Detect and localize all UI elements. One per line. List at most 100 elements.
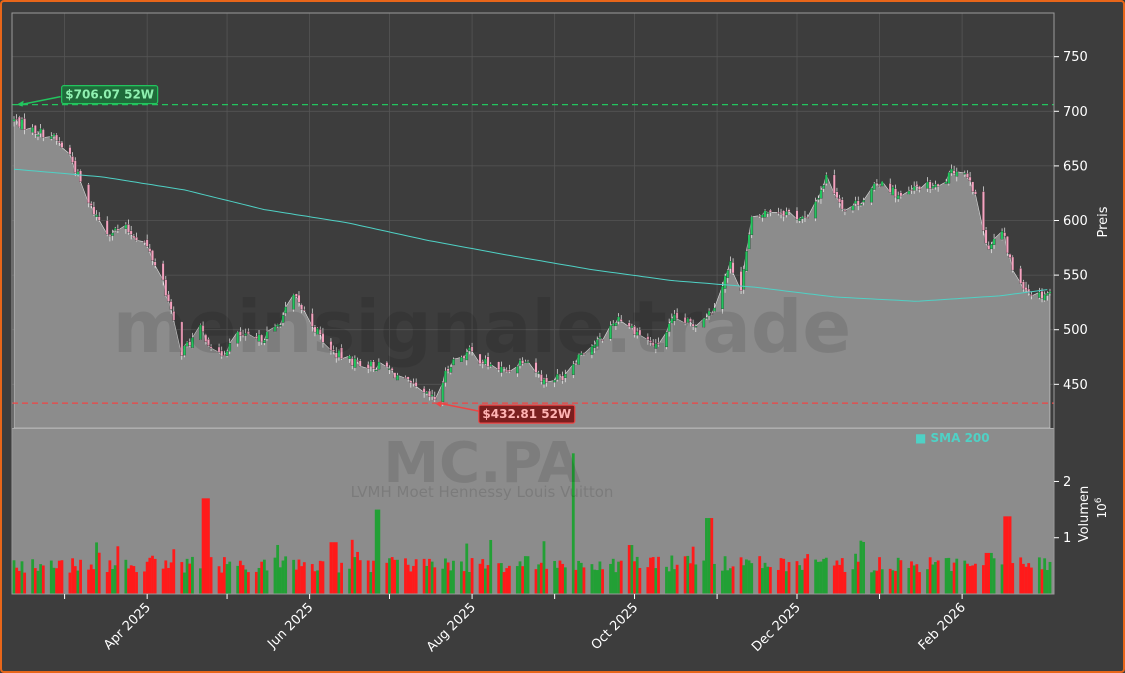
time-tick-label: Aug 2025 [424, 600, 479, 655]
candle-body [1043, 294, 1047, 301]
volume-bar [683, 556, 687, 594]
candle-body [444, 370, 447, 383]
candle-body [537, 372, 541, 374]
candle-body [372, 361, 375, 369]
volume-bar [340, 562, 343, 594]
candle-body [247, 331, 250, 335]
volume-bar [649, 557, 652, 594]
candle-body [49, 136, 53, 139]
volume-bar [87, 569, 90, 594]
candle-body [497, 361, 501, 371]
volume-bar [502, 572, 506, 594]
candle-body [20, 119, 24, 130]
volume-bar [673, 569, 676, 594]
candle-body [199, 324, 202, 340]
volume-bar [489, 539, 493, 594]
candle-body [633, 326, 636, 335]
volume-bar [982, 565, 985, 594]
volume-bar [832, 565, 836, 594]
price-tick-label: 500 [1063, 323, 1088, 338]
candle-body [878, 185, 881, 187]
candle-body [803, 216, 807, 218]
volume-bar [574, 569, 578, 594]
candle-body [79, 170, 82, 182]
candle-body [441, 382, 445, 403]
candle-body [313, 326, 317, 333]
candle-body [132, 235, 136, 239]
candle-body [255, 336, 258, 339]
candle-body [116, 228, 120, 231]
volume-bar [497, 563, 501, 594]
candle-body [390, 368, 394, 371]
volume-bar [444, 558, 447, 594]
low-52w-label: $432.81 52W [482, 407, 571, 421]
candle-body [204, 334, 208, 342]
volume-bar [297, 559, 301, 594]
volume-bar [422, 558, 426, 594]
volume-bar [787, 562, 791, 594]
volume-bar [111, 568, 114, 594]
volume-bar [449, 570, 453, 594]
candle-body [947, 172, 951, 184]
candle-body [742, 269, 746, 290]
volume-bar [851, 569, 855, 594]
candle-body [992, 238, 996, 245]
volume-bar [316, 570, 320, 594]
watermark-brand: meinsignale.trade [113, 285, 851, 369]
candle-body [651, 342, 655, 347]
candle-body [910, 189, 913, 191]
candle-body [449, 367, 453, 373]
time-tick-label: Oct 2025 [589, 600, 642, 653]
candle-body [638, 329, 642, 336]
candle-body [694, 325, 698, 328]
volume-bar [888, 568, 892, 594]
candle-body [1030, 294, 1033, 297]
candle-body [542, 379, 546, 385]
volume-bar [534, 569, 538, 594]
candle-body [353, 358, 357, 368]
candle-body [425, 391, 429, 394]
high-52w-box [61, 85, 159, 105]
candle-body [779, 212, 783, 215]
volume-bar [499, 563, 503, 594]
candle-body [460, 357, 463, 362]
candle-body [148, 248, 152, 252]
volume-bar [894, 570, 897, 594]
candle-body [316, 328, 319, 335]
candle-body [294, 293, 298, 297]
candle-body [350, 358, 354, 366]
candle-body [891, 186, 895, 196]
candle-body [601, 339, 604, 341]
candle-body [1000, 231, 1004, 240]
volume-bar [670, 555, 674, 594]
volume-bar [571, 453, 575, 594]
time-tick-label: Apr 2025 [101, 600, 154, 653]
volume-bar [462, 571, 466, 594]
candle-body [111, 232, 114, 236]
candle-body [329, 341, 333, 351]
price-tick-label: 600 [1063, 214, 1088, 229]
candle-body [787, 209, 791, 212]
volume-bar [143, 571, 146, 594]
candle-body [225, 351, 229, 356]
volume-bar [633, 561, 636, 594]
candle-body [334, 352, 338, 359]
candle-body [627, 322, 631, 327]
volume-bar [404, 558, 407, 594]
candle-body [164, 279, 168, 296]
volume-bar [579, 562, 583, 594]
candle-body [143, 241, 146, 243]
candle-body [478, 353, 482, 364]
volume-bar [824, 557, 828, 594]
volume-bar [406, 564, 410, 594]
volume-bar [254, 571, 258, 594]
volume-bar [563, 567, 567, 594]
time-tick-label: Dec 2025 [749, 600, 804, 655]
candle-body [95, 214, 98, 217]
volume-bar [593, 569, 596, 594]
volume-bar [691, 546, 695, 594]
volume-bar [766, 566, 770, 594]
candle-body [228, 343, 232, 352]
candle-body [310, 313, 314, 327]
volume-bar [332, 542, 335, 594]
